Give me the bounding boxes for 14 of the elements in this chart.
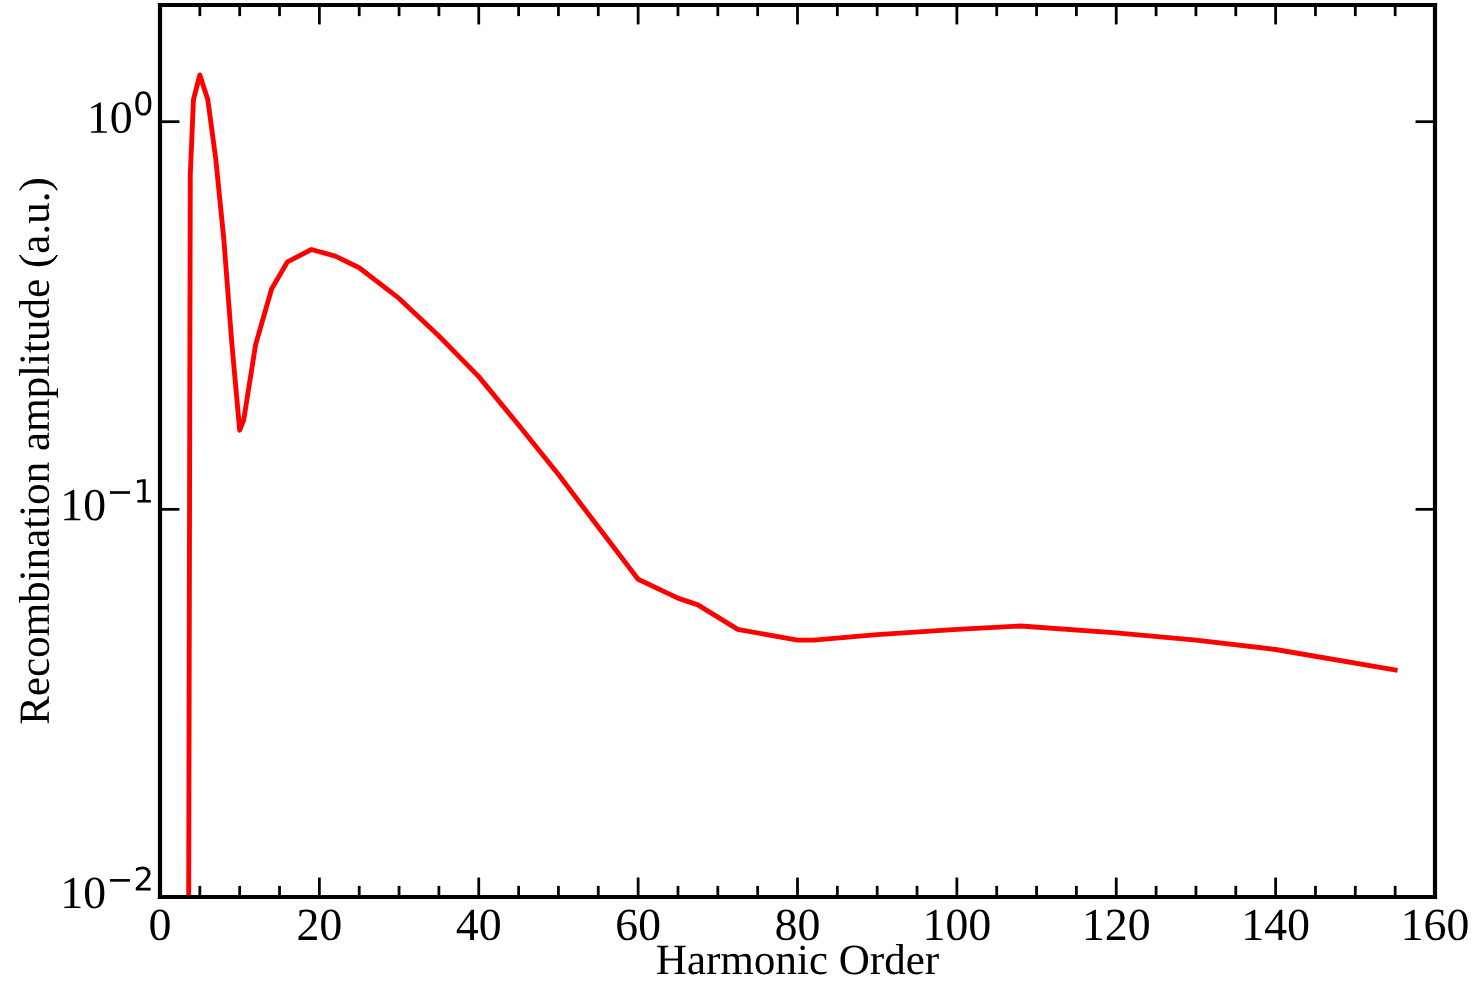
x-tick-label: 120 — [1085, 909, 1149, 941]
x-tick-label: 0 — [150, 909, 170, 941]
y-tick-label: 10$^{−2}$ — [64, 866, 151, 909]
x-tick-label: 80 — [776, 909, 819, 941]
x-tick-label: 100 — [926, 909, 990, 941]
y-axis-title: Recombination amplitude (a.u.) — [18, 179, 58, 724]
y-tick-label: 10$^{−1}$ — [64, 479, 151, 521]
x-axis-title: Harmonic Order — [657, 944, 939, 975]
x-tick-label: 40 — [456, 909, 500, 941]
x-tick-label: 20 — [298, 909, 341, 941]
x-tick-label: 160 — [1404, 909, 1468, 941]
y-tick-label: 10$^{0}$ — [90, 91, 152, 134]
x-tick-label: 60 — [617, 909, 660, 941]
x-tick-label: 140 — [1245, 909, 1309, 941]
